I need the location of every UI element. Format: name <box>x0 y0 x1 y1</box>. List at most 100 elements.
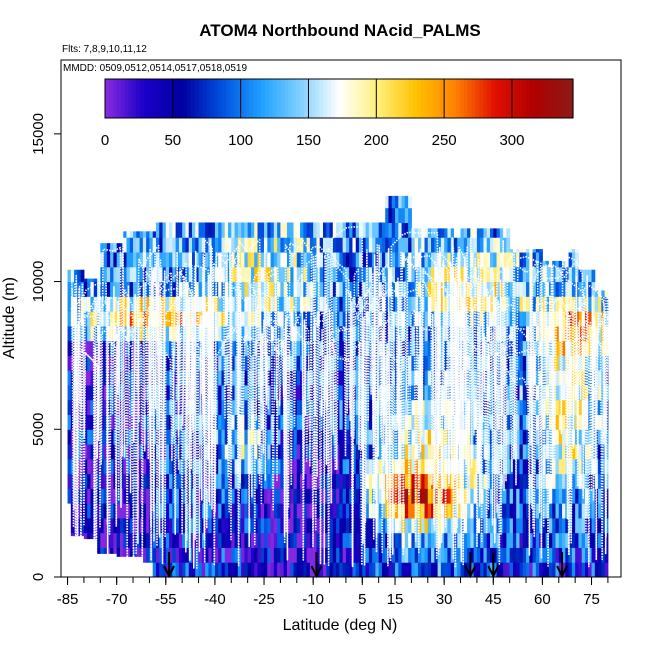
heatmap-cell <box>411 532 416 548</box>
heatmap-cell <box>365 429 370 445</box>
heatmap-cell <box>440 503 445 519</box>
heatmap-cell <box>411 370 416 386</box>
heatmap-cell <box>260 532 265 548</box>
heatmap-cell <box>244 562 249 577</box>
heatmap-cell <box>512 532 517 548</box>
heatmap-cell <box>467 266 471 283</box>
heatmap-cell <box>473 473 478 489</box>
heatmap-cell <box>598 355 602 371</box>
heatmap-cell <box>267 325 272 342</box>
heatmap-cell <box>395 458 399 475</box>
heatmap-cell <box>97 517 101 534</box>
heatmap-cell <box>234 532 239 548</box>
heatmap-cell <box>231 414 236 430</box>
heatmap-cell <box>404 296 409 312</box>
heatmap-cell <box>300 458 304 475</box>
colorbar-swatch <box>112 79 118 118</box>
heatmap-cell <box>264 562 268 577</box>
heatmap-cell <box>110 517 114 534</box>
heatmap-cell <box>303 517 308 534</box>
heatmap-cell <box>273 562 278 577</box>
heatmap-cell <box>473 355 478 371</box>
heatmap-cell <box>542 473 547 489</box>
heatmap-cell <box>381 281 386 297</box>
heatmap-cell <box>250 517 255 534</box>
heatmap-cell <box>241 532 245 548</box>
heatmap-cell <box>303 473 308 489</box>
heatmap-cell <box>234 222 239 238</box>
heatmap-cell <box>336 355 340 371</box>
heatmap-cell <box>427 503 432 519</box>
heatmap-cell <box>119 458 124 475</box>
heatmap-cell <box>365 473 370 489</box>
heatmap-cell <box>267 444 272 460</box>
heatmap-cell <box>467 237 471 253</box>
heatmap-cell <box>286 222 291 238</box>
heatmap-cell <box>447 325 452 342</box>
heatmap-cell <box>146 231 150 238</box>
heatmap-cell <box>496 473 501 489</box>
heatmap-cell <box>87 488 91 504</box>
heatmap-cell <box>221 281 226 297</box>
heatmap-cell <box>172 311 177 327</box>
heatmap-cell <box>300 237 304 253</box>
heatmap-cell <box>152 458 157 475</box>
heatmap-cell <box>67 370 72 386</box>
heatmap-cell <box>414 458 419 475</box>
heatmap-cell <box>359 237 363 253</box>
heatmap-cell <box>319 370 324 386</box>
heatmap-cell <box>339 222 344 238</box>
heatmap-cell <box>319 222 324 238</box>
heatmap-cell <box>526 296 530 312</box>
heatmap-cell <box>129 355 134 371</box>
heatmap-cell <box>345 237 350 253</box>
heatmap-cell <box>509 517 514 534</box>
heatmap-cell <box>562 458 566 475</box>
heatmap-cell <box>247 414 252 430</box>
heatmap-cell <box>270 222 275 238</box>
heatmap-cell <box>486 311 491 327</box>
heatmap-cell <box>300 444 304 460</box>
heatmap-cell <box>188 237 193 253</box>
heatmap-cell <box>424 488 429 504</box>
heatmap-cell <box>460 252 465 268</box>
heatmap-cell <box>126 473 131 489</box>
heatmap-cell <box>391 195 396 209</box>
heatmap-cell <box>421 562 426 577</box>
heatmap-cell <box>516 281 520 297</box>
heatmap-cell <box>250 266 255 283</box>
heatmap-cell <box>303 547 308 563</box>
heatmap-cell <box>133 414 137 430</box>
heatmap-cell <box>306 458 311 475</box>
heatmap-cell <box>234 370 239 386</box>
heatmap-cell <box>584 444 589 460</box>
colorbar-swatch <box>463 79 469 118</box>
heatmap-cell <box>421 503 426 519</box>
heatmap-cell <box>440 488 445 504</box>
heatmap-cell <box>234 384 239 401</box>
heatmap-cell <box>280 281 285 297</box>
heatmap-cell <box>142 266 147 283</box>
heatmap-cell <box>519 429 524 445</box>
heatmap-cell <box>326 399 331 416</box>
heatmap-cell <box>365 458 370 475</box>
heatmap-cell <box>296 444 301 460</box>
heatmap-cell <box>139 266 144 283</box>
heatmap-cell <box>198 488 203 504</box>
heatmap-cell <box>339 562 344 577</box>
heatmap-cell <box>447 547 452 563</box>
heatmap-cell <box>195 370 200 386</box>
heatmap-cell <box>267 488 272 504</box>
heatmap-cell <box>398 562 403 577</box>
heatmap-cell <box>139 340 144 356</box>
heatmap-cell <box>254 252 258 268</box>
heatmap-cell <box>214 517 219 534</box>
heatmap-cell <box>457 488 462 504</box>
heatmap-cell <box>548 517 553 534</box>
heatmap-cell <box>234 517 239 534</box>
heatmap-cell <box>303 532 308 548</box>
heatmap-cell <box>264 473 268 489</box>
heatmap-cell <box>146 503 150 519</box>
heatmap-cell <box>77 488 82 504</box>
heatmap-cell <box>169 384 173 401</box>
